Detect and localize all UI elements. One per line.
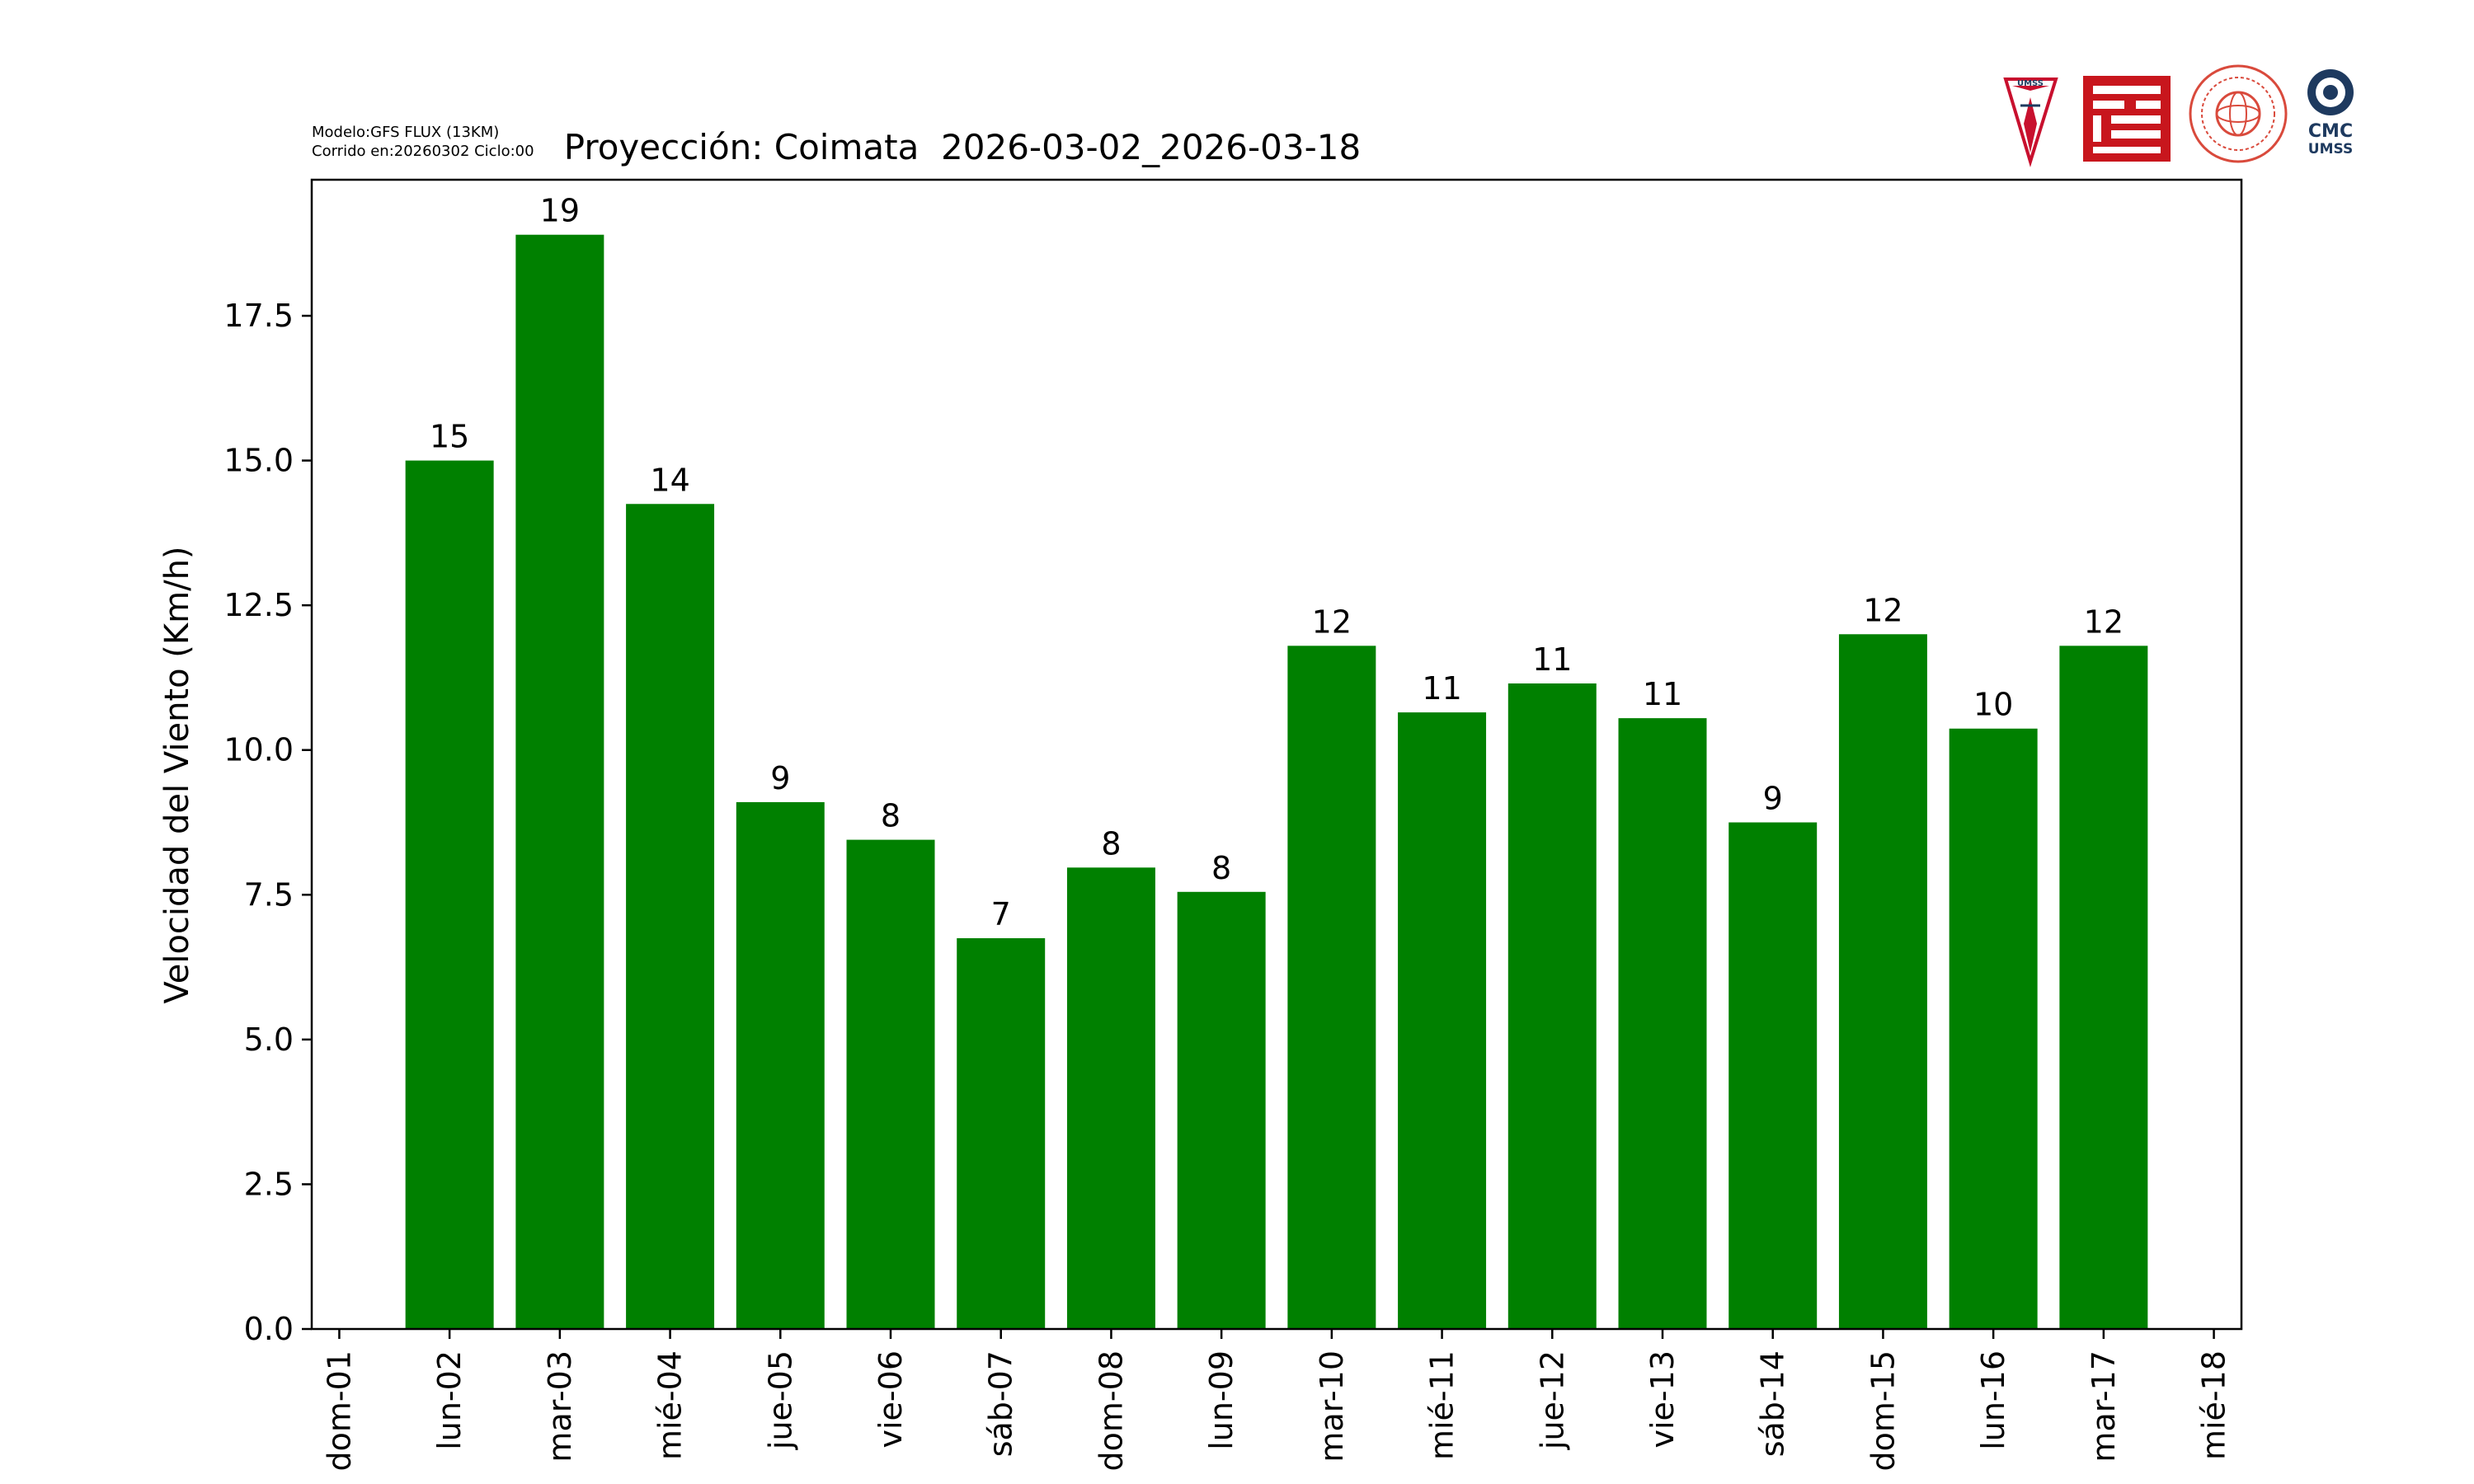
x-tick-label: lun-02 xyxy=(431,1350,468,1450)
bar-mié-04 xyxy=(626,504,715,1329)
x-tick-label: jue-05 xyxy=(762,1350,798,1450)
bar-dom-15 xyxy=(1838,634,1927,1329)
cmc-logo-text: CMC xyxy=(2308,121,2353,142)
y-tick-label: 10.0 xyxy=(223,732,294,768)
x-tick-label: mar-03 xyxy=(542,1350,578,1463)
x-tick-label: mié-04 xyxy=(652,1350,689,1460)
y-tick-label: 5.0 xyxy=(244,1021,294,1058)
bar-sáb-14 xyxy=(1729,822,1818,1329)
y-tick-label: 2.5 xyxy=(244,1166,294,1202)
bar-value-label: 19 xyxy=(540,193,580,229)
bar-value-labels: 15 19 14 9 8 7 8 8 12 11 11 11 9 12 10 12 xyxy=(430,193,2124,932)
x-tick-label: mar-17 xyxy=(2086,1350,2122,1463)
bar-value-label: 8 xyxy=(881,798,901,834)
x-tick-label: vie-06 xyxy=(872,1350,909,1449)
bar-value-label: 8 xyxy=(1211,850,1231,886)
bar-value-label: 12 xyxy=(1312,603,1352,640)
bar-value-label: 11 xyxy=(1422,670,1461,707)
bar-value-label: 9 xyxy=(770,760,790,796)
bar-value-label: 7 xyxy=(991,896,1011,932)
x-tick-label: lun-16 xyxy=(1975,1350,2011,1450)
x-tick-label: vie-13 xyxy=(1644,1350,1681,1449)
cmc-logo: CMC UMSS xyxy=(2307,69,2354,157)
bar-mar-03 xyxy=(515,234,604,1330)
bar-dom-08 xyxy=(1066,867,1155,1329)
y-axis-label: Velocidad del Viento (Km/h) xyxy=(158,546,196,1003)
model-info: Modelo:GFS FLUX (13KM) xyxy=(312,124,499,141)
bar-jue-12 xyxy=(1507,683,1597,1329)
x-tick-label: sáb-14 xyxy=(1755,1350,1791,1457)
cmc-logo-subtext: UMSS xyxy=(2308,141,2353,157)
x-tick-label: dom-15 xyxy=(1865,1350,1901,1471)
y-tick-label: 0.0 xyxy=(244,1311,294,1347)
plot-frame xyxy=(310,178,2243,1331)
run-info: Corrido en:20260302 Ciclo:00 xyxy=(312,143,534,160)
dept-seal-logo xyxy=(2189,64,2288,163)
bar-mar-10 xyxy=(1287,646,1376,1329)
bar-value-label: 10 xyxy=(1973,687,2013,723)
bars xyxy=(405,234,2148,1330)
x-axis-ticks: dom-01 lun-02 mar-03 mié-04 jue-05 vie-06 sáb-… xyxy=(321,1329,2232,1471)
bar-value-label: 15 xyxy=(430,419,469,455)
bar-value-label: 12 xyxy=(2084,603,2124,640)
bar-jue-05 xyxy=(736,801,825,1329)
y-axis-ticks: 0.0 2.5 5.0 7.5 10.0 12.5 15.0 17.5 xyxy=(223,298,312,1347)
bar-value-label: 9 xyxy=(1763,781,1783,817)
chart-title: Proyección: Coimata 2026-03-02_2026-03-1… xyxy=(564,127,1361,167)
bar-lun-09 xyxy=(1177,891,1266,1329)
bar-vie-06 xyxy=(846,839,935,1329)
bar-lun-16 xyxy=(1949,728,2038,1329)
x-tick-label: dom-08 xyxy=(1093,1350,1129,1471)
fcyt-logo xyxy=(2083,76,2171,162)
x-tick-label: mar-10 xyxy=(1314,1350,1350,1463)
y-tick-label: 7.5 xyxy=(244,876,294,913)
bar-value-label: 11 xyxy=(1532,641,1572,678)
x-tick-label: dom-01 xyxy=(321,1350,357,1471)
bar-mar-17 xyxy=(2059,646,2148,1329)
bar-value-label: 11 xyxy=(1643,676,1682,712)
y-tick-label: 12.5 xyxy=(223,587,294,623)
y-tick-label: 15.0 xyxy=(223,443,294,479)
bar-sáb-07 xyxy=(957,937,1046,1329)
bar-value-label: 8 xyxy=(1101,825,1121,862)
y-tick-label: 17.5 xyxy=(223,298,294,334)
x-tick-label: sáb-07 xyxy=(983,1350,1019,1457)
bar-value-label: 14 xyxy=(650,462,689,498)
bar-value-label: 12 xyxy=(1863,592,1903,628)
bar-lun-02 xyxy=(405,460,494,1329)
x-tick-label: lun-09 xyxy=(1203,1350,1239,1450)
umss-logo: UMSS xyxy=(2003,77,2058,167)
x-tick-label: mié-11 xyxy=(1424,1350,1460,1460)
bar-mié-11 xyxy=(1398,712,1487,1329)
umss-logo-text: UMSS xyxy=(2017,79,2044,88)
x-tick-label: jue-12 xyxy=(1534,1350,1570,1450)
bar-vie-13 xyxy=(1618,718,1707,1329)
x-tick-label: mié-18 xyxy=(2196,1350,2232,1460)
